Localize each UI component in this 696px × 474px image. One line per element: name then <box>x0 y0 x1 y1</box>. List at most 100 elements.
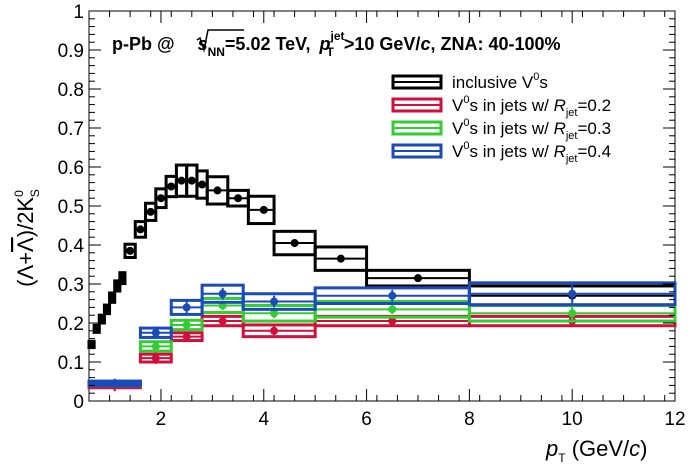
data-point <box>182 320 191 329</box>
header-energy-sub: NN <box>208 45 225 59</box>
data-point <box>270 309 279 318</box>
plot-frame <box>88 10 676 402</box>
legend-label: V0s in jets w/ Rjet=0.4 <box>452 140 611 165</box>
data-point <box>198 180 207 189</box>
y-tick-label: 0 <box>73 392 84 413</box>
legend-label-text: s in jets w/ <box>469 142 553 161</box>
legend-label-text: V <box>452 96 464 115</box>
data-point <box>136 225 145 234</box>
legend-label-r-value: =0.2 <box>577 96 611 115</box>
data-point <box>270 326 279 335</box>
data-point <box>87 340 96 349</box>
data-point <box>218 289 227 298</box>
plot-border <box>88 10 676 402</box>
x-tick-label: 10 <box>562 409 583 430</box>
data-point <box>290 239 299 248</box>
y-axis-title-sub: S <box>28 189 42 197</box>
legend-label-text: V <box>452 142 464 161</box>
data-point <box>568 309 577 318</box>
x-tick-label: 12 <box>664 409 685 430</box>
data-point <box>336 254 345 263</box>
legend-label-text: inclusive V <box>452 73 534 92</box>
y-axis-title: (Λ+Λ)/2K0 S <box>12 189 42 287</box>
y-axis-title-lambdabar: Λ <box>13 237 38 252</box>
x-tick-label: 4 <box>258 409 269 430</box>
data-point <box>97 315 106 324</box>
data-point <box>110 379 119 388</box>
series-2 <box>87 296 677 389</box>
plot-area <box>87 163 677 392</box>
legend-label-sup: 0 <box>463 140 469 152</box>
x-axis-title-sub: T <box>558 451 566 465</box>
data-point <box>126 246 135 255</box>
data-point <box>388 305 397 314</box>
data-point <box>182 303 191 312</box>
x-axis-title: pT (GeV/c) <box>545 436 648 465</box>
x-tick-label: 2 <box>156 409 167 430</box>
x-axis-title-unit-close: ) <box>640 436 647 461</box>
data-point <box>234 194 243 203</box>
data-point <box>108 293 117 302</box>
header-energy-value: =5.02 TeV, <box>225 34 311 54</box>
data-point <box>102 305 111 314</box>
legend-label-r-value: =0.4 <box>577 142 611 161</box>
data-point <box>92 324 101 333</box>
x-axis-title-symbol: p <box>545 436 558 461</box>
y-tick-label: 1 <box>73 2 84 23</box>
legend-label-r: R <box>554 119 566 138</box>
legend-label-r: R <box>554 142 566 161</box>
legend-label-r: R <box>554 96 566 115</box>
chart-header: p-Pb @ sNN=5.02 TeV, pjet T >10 GeV/c, ZNA… <box>112 29 561 59</box>
data-point <box>218 317 227 326</box>
legend-label: inclusive V0s <box>452 71 548 92</box>
y-axis-title-sup: 0 <box>12 190 26 197</box>
header-pt-symbol: p <box>319 34 331 54</box>
legend-label-sup: 0 <box>533 71 539 83</box>
y-tick-label: 0.5 <box>58 197 84 218</box>
y-tick-label: 0.2 <box>58 314 84 335</box>
legend-label-text: s in jets w/ <box>469 119 553 138</box>
x-axis-title-unit-c: c <box>629 436 640 461</box>
legend-label-sup: 0 <box>463 117 469 129</box>
y-tick-label: 0.1 <box>58 353 84 374</box>
x-axis-title-unit: (GeV/ <box>566 436 630 461</box>
data-point <box>568 289 577 298</box>
y-tick-label: 0.9 <box>58 41 84 62</box>
header-collision: p-Pb @ <box>112 34 175 54</box>
legend-label-sup: 0 <box>463 94 469 106</box>
y-tick-label: 0.3 <box>58 275 84 296</box>
data-point <box>151 342 160 351</box>
y-axis-title-lambda: (Λ+ <box>13 252 38 287</box>
data-point <box>151 328 160 337</box>
data-point <box>213 186 222 195</box>
data-point <box>270 297 279 306</box>
legend-label-text: V <box>452 119 464 138</box>
legend-label-text: s <box>539 73 548 92</box>
legend-label-r-value: =0.3 <box>577 119 611 138</box>
x-tick-label: 8 <box>464 409 475 430</box>
axes: 00.10.20.30.40.50.60.70.80.912 4 6 8 10 12 <box>58 2 686 430</box>
data-point <box>413 274 422 283</box>
y-tick-label: 0.7 <box>58 119 84 140</box>
legend-label-r-sub: jet <box>565 153 578 165</box>
data-point <box>156 194 165 203</box>
series-1 <box>87 314 677 392</box>
data-point <box>151 354 160 363</box>
legend-label: V0s in jets w/ Rjet=0.2 <box>452 94 611 119</box>
x-tick-label: 6 <box>361 409 372 430</box>
data-point <box>187 176 196 185</box>
data-point <box>388 291 397 300</box>
y-tick-label: 0.8 <box>58 80 84 101</box>
header-pt-sub: T <box>327 45 335 59</box>
data-point <box>388 317 397 326</box>
legend-label: V0s in jets w/ Rjet=0.3 <box>452 117 611 142</box>
legend-label-text: s in jets w/ <box>469 96 553 115</box>
data-point <box>177 176 186 185</box>
data-point <box>167 182 176 191</box>
header-centrality: , ZNA: 40-100% <box>430 34 560 54</box>
y-tick-label: 0.6 <box>58 158 84 179</box>
y-tick-label: 0.4 <box>58 236 85 257</box>
legend-label-r-sub: jet <box>565 130 578 142</box>
